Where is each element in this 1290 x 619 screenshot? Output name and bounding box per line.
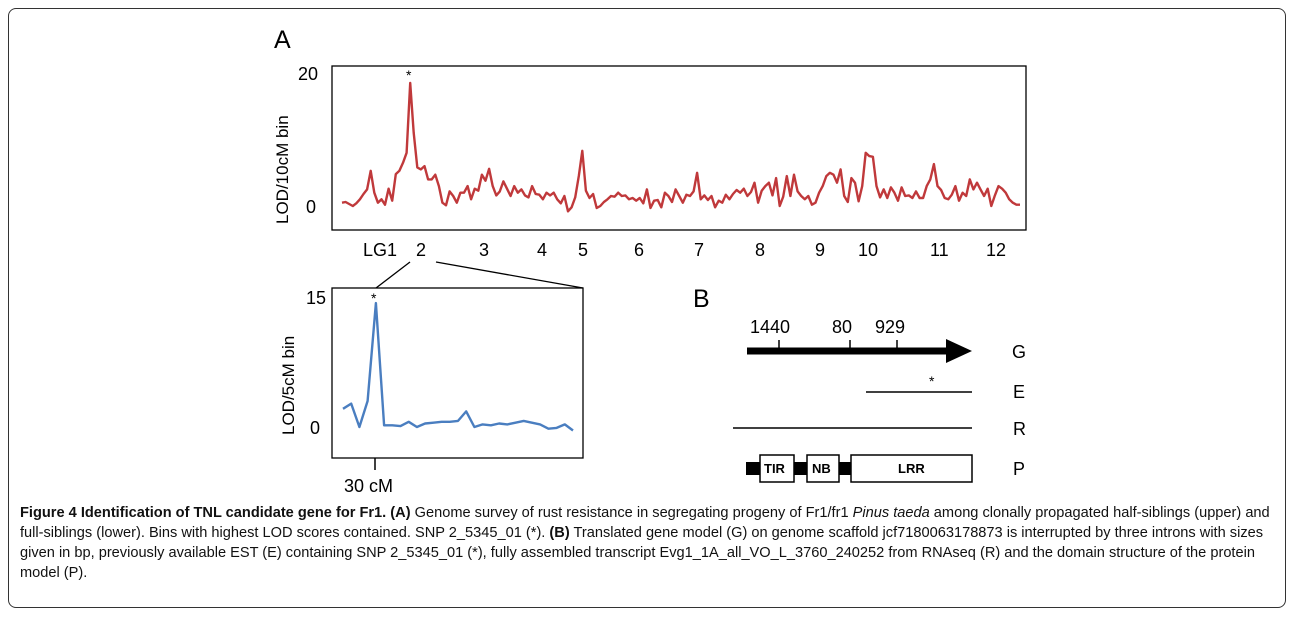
lg-label-3: 3: [479, 240, 489, 260]
lower-xtick-label: 30 cM: [344, 476, 393, 496]
lrr-domain-label: LRR: [898, 461, 925, 476]
lower-ytick-max: 15: [306, 288, 326, 308]
upper-peak-star: *: [406, 67, 412, 83]
row-label-g: G: [1012, 342, 1026, 362]
zoom-connector-right: [435, 261, 584, 289]
linkage-group-labels: LG1 2 3 4 5 6 7 8 9 10 11 12: [363, 240, 1006, 260]
caption-species: Pinus taeda: [852, 505, 930, 521]
protein-linker-2: [794, 462, 807, 475]
row-label-r: R: [1013, 419, 1026, 439]
lg-label-5: 5: [578, 240, 588, 260]
lrr-domain-box: [850, 454, 973, 483]
lg-label-9: 9: [815, 240, 825, 260]
lg-label-12: 12: [986, 240, 1006, 260]
panel-a-letter: A: [274, 26, 291, 54]
lower-plot: 15 0 LOD/5cM bin * 30 cM: [279, 287, 584, 496]
upper-series-line: [341, 81, 1020, 213]
est-snp-star: *: [929, 373, 935, 389]
caption-b-label: (B): [549, 525, 570, 541]
lg-label-7: 7: [694, 240, 704, 260]
caption-b-text: Translated gene model (G) on genome scaf…: [20, 525, 1264, 581]
nb-domain-label: NB: [812, 461, 831, 476]
lower-series-line: [342, 301, 574, 432]
upper-plot: 20 0 LOD/10cM bin * LG1 2 3 4 5 6 7 8 9 10 11 12: [273, 64, 1027, 260]
nb-domain-box: [806, 454, 840, 483]
caption-a-text-1: Genome survey of rust resistance in segr…: [410, 505, 853, 521]
panel-b-letter: B: [693, 285, 710, 313]
caption-a-label: (A): [390, 505, 411, 521]
lg-label-10: 10: [858, 240, 878, 260]
upper-ytick-max: 20: [298, 64, 318, 84]
tir-domain-label: TIR: [764, 461, 786, 476]
lower-plot-frame: [331, 287, 584, 459]
lower-peak-star: *: [371, 290, 377, 306]
upper-ytick-zero: 0: [306, 197, 316, 217]
protein-linker-3: [839, 462, 851, 475]
figure-frame: [8, 8, 1286, 608]
caption-title: Figure 4 Identification of TNL candidate…: [20, 505, 387, 521]
lower-ylabel: LOD/5cM bin: [279, 336, 298, 435]
lg-label-11: 11: [930, 240, 949, 260]
tir-domain-box: [759, 454, 795, 483]
gene-model-panel: B 1440 80 929 G * E R TIR NB LRR P: [693, 285, 1026, 483]
lower-ytick-zero: 0: [310, 418, 320, 438]
caption-a-text-2: among clonally propagated half-siblings …: [20, 505, 1270, 541]
intron-size-3: 929: [875, 317, 905, 337]
protein-linker-1: [746, 462, 760, 475]
intron-size-2: 80: [832, 317, 852, 337]
lg-label-4: 4: [537, 240, 547, 260]
upper-plot-frame: [331, 65, 1027, 231]
zoom-connector-left: [375, 261, 411, 289]
lg-label-8: 8: [755, 240, 765, 260]
figure-caption: Figure 4 Identification of TNL candidate…: [20, 503, 1270, 583]
lg-label-2: 2: [416, 240, 426, 260]
row-label-e: E: [1013, 382, 1025, 402]
intron-size-1: 1440: [750, 317, 790, 337]
lg-label-6: 6: [634, 240, 644, 260]
row-label-p: P: [1013, 459, 1025, 479]
gene-arrow-head: [946, 339, 972, 363]
upper-ylabel: LOD/10cM bin: [273, 115, 292, 224]
lg-label-lg1: LG1: [363, 240, 397, 260]
